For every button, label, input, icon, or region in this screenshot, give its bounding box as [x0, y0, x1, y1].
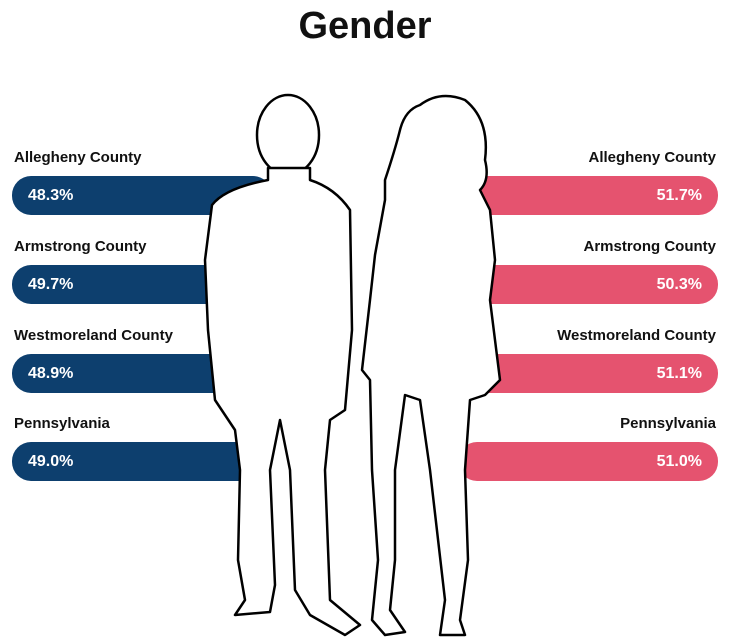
value-label: 51.7%: [657, 187, 702, 204]
row-label: Westmoreland County: [557, 327, 717, 344]
female-silhouette: [362, 96, 500, 635]
row-label: Westmoreland County: [14, 327, 174, 344]
female-body: [362, 96, 500, 635]
value-label: 48.3%: [28, 187, 73, 204]
male-head: [257, 95, 319, 175]
infographic: Gender Allegheny County 48.3% Armstrong Co…: [0, 0, 731, 644]
value-label: 50.3%: [657, 276, 702, 293]
value-label: 49.0%: [28, 453, 73, 470]
row-label: Armstrong County: [584, 238, 717, 255]
row-label: Pennsylvania: [620, 415, 717, 432]
title: Gender: [298, 5, 431, 47]
value-label: 51.0%: [657, 453, 702, 470]
row-label: Pennsylvania: [14, 415, 111, 432]
bars: Allegheny County 48.3% Armstrong County 49.…: [12, 149, 718, 481]
value-label: 51.1%: [657, 365, 702, 382]
row-label: Allegheny County: [588, 149, 716, 166]
row-label: Armstrong County: [14, 238, 147, 255]
value-label: 48.9%: [28, 365, 73, 382]
value-label: 49.7%: [28, 276, 73, 293]
male-body: [205, 168, 360, 635]
row-label: Allegheny County: [14, 149, 142, 166]
